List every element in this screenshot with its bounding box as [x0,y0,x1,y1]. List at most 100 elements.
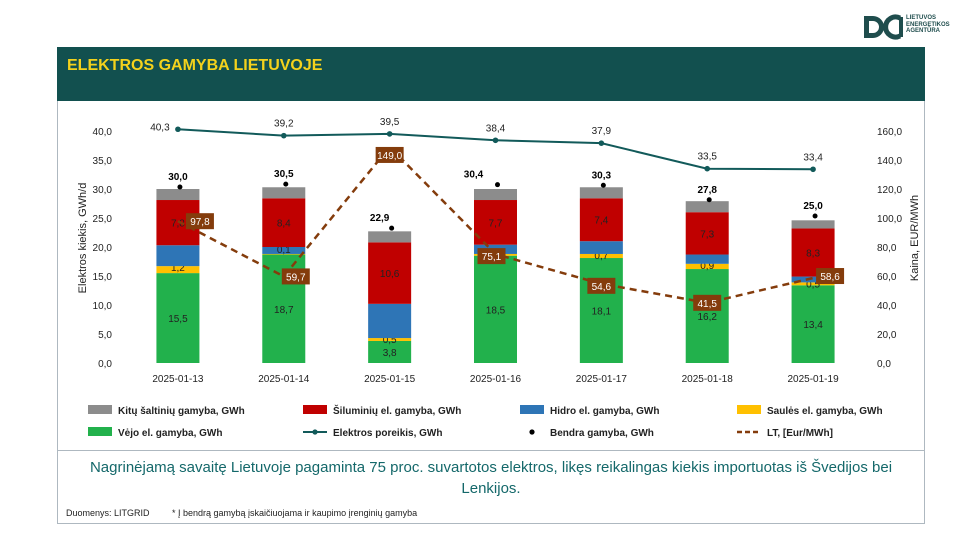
bar-silumines [262,198,306,247]
y-tick-label: 30,0 [93,185,113,196]
legend-swatch [303,405,327,414]
bar-value-label: 0,9 [700,261,714,272]
bar-value-label: 18,7 [274,305,294,316]
y2-tick-label: 20,0 [877,330,897,341]
legend-label: Vėjo el. gamyba, GWh [118,428,222,439]
bar-kitu [579,187,623,199]
logo-line: ENERGETIKOS [906,21,950,28]
bar-saules [579,253,623,259]
price-label-box [693,294,722,311]
total-point [495,182,500,188]
x-tick-label: 2025-01-19 [787,374,839,385]
legend-swatch [88,427,112,436]
bar-saules [791,282,835,286]
bar-vejo [156,273,200,363]
bar-kitu [262,187,306,199]
legend-label: Saulės el. gamyba, GWh [767,406,883,417]
total-value-label: 30,4 [464,170,484,181]
bar-value-label: 3,8 [383,348,397,359]
bar-value-label: 0,1 [277,245,291,256]
y-tick-label: 10,0 [93,301,113,312]
price-value-label: 41,5 [697,299,717,310]
bar-value-label: 13,4 [803,320,823,331]
legend-swatch [88,405,112,414]
bar-value-label: 7,7 [489,218,503,229]
demand-point [175,126,181,133]
bar-value-label: 10,6 [380,269,400,280]
bar-hidro [791,276,835,283]
bar-silumines [685,212,729,255]
logo-line: LIETUVOS [906,15,937,21]
legend-swatch [520,405,544,414]
demand-value-label: 33,4 [803,152,823,163]
y2-tick-label: 60,0 [877,272,897,283]
title-banner: ELEKTROS GAMYBA LIETUVOJE [57,47,925,101]
total-point [283,181,289,187]
total-point [600,182,606,188]
total-point [812,213,818,219]
x-tick-label: 2025-01-17 [576,374,628,385]
price-value-label: 54,6 [592,282,612,293]
price-value-label: 59,7 [286,272,306,283]
bar-value-label: 16,2 [697,312,717,323]
logo-line: AGENTŪRA [906,28,940,35]
price-value-label: 58,6 [820,272,840,283]
y-tick-label: 35,0 [93,156,113,167]
bar-hidro [262,247,306,254]
price-value-label: 75,1 [482,252,502,263]
bar-saules [262,253,306,255]
bar-kitu [791,220,835,229]
bar-value-label: 18,1 [592,307,612,318]
total-value-label: 30,5 [274,169,294,180]
y-tick-label: 40,0 [93,127,113,138]
y-tick-label: 5,0 [98,330,112,341]
bar-value-label: 7,8 [171,219,185,230]
total-point [706,197,712,203]
demand-value-label: 39,5 [380,117,400,128]
y2-axis-label: Kaina, EUR/MWh [909,195,921,281]
legend-swatch [529,429,535,435]
bar-hidro [156,245,200,267]
demand-value-label: 33,5 [697,152,717,163]
legend-label: Bendra gamyba, GWh [550,428,654,439]
demand-point [704,165,711,172]
bar-value-label: 18,5 [486,305,506,316]
summary-text: Nagrinėjamą savaitę Lietuvoje pagaminta … [89,459,893,497]
bar-vejo [791,285,835,363]
x-tick-label: 2025-01-15 [364,374,416,385]
demand-value-label: 38,4 [486,123,506,134]
bar-kitu [474,189,517,201]
price-label-box [281,268,310,285]
legend-swatch [312,429,318,435]
price-label-box [477,248,506,265]
x-tick-label: 2025-01-13 [152,374,204,385]
y2-tick-label: 100,0 [877,214,902,225]
x-tick-label: 2025-01-18 [682,374,734,385]
bar-value-label: 0,5 [383,335,397,346]
y2-tick-label: 160,0 [877,127,902,138]
bar-saules [156,266,200,274]
source-note: Duomenys: LITGRID [66,508,150,518]
total-point [389,225,395,231]
total-value-label: 22,9 [370,213,390,224]
footnote: * Į bendrą gamybą įskaičiuojama ir kaupi… [172,508,418,518]
y-tick-label: 20,0 [93,243,113,254]
demand-point [810,166,816,173]
total-value-label: 30,0 [168,172,188,183]
total-value-label: 27,8 [697,185,717,196]
total-point [177,184,183,190]
x-tick-label: 2025-01-16 [470,374,522,385]
bar-value-label: 0,5 [806,279,820,290]
x-tick-label: 2025-01-14 [258,374,310,385]
price-label-box [185,213,214,230]
demand-point [386,131,393,137]
price-label-box [816,268,845,285]
demand-point [280,132,287,139]
legend-label: Kitų šaltinių gamyba, GWh [118,406,245,417]
demand-line [177,128,814,171]
page-title: ELEKTROS GAMYBA LIETUVOJE [67,57,323,74]
bar-vejo [368,340,412,363]
demand-value-label: 40,3 [150,122,170,133]
price-value-label: 97,8 [190,217,210,228]
bar-vejo [579,258,623,363]
